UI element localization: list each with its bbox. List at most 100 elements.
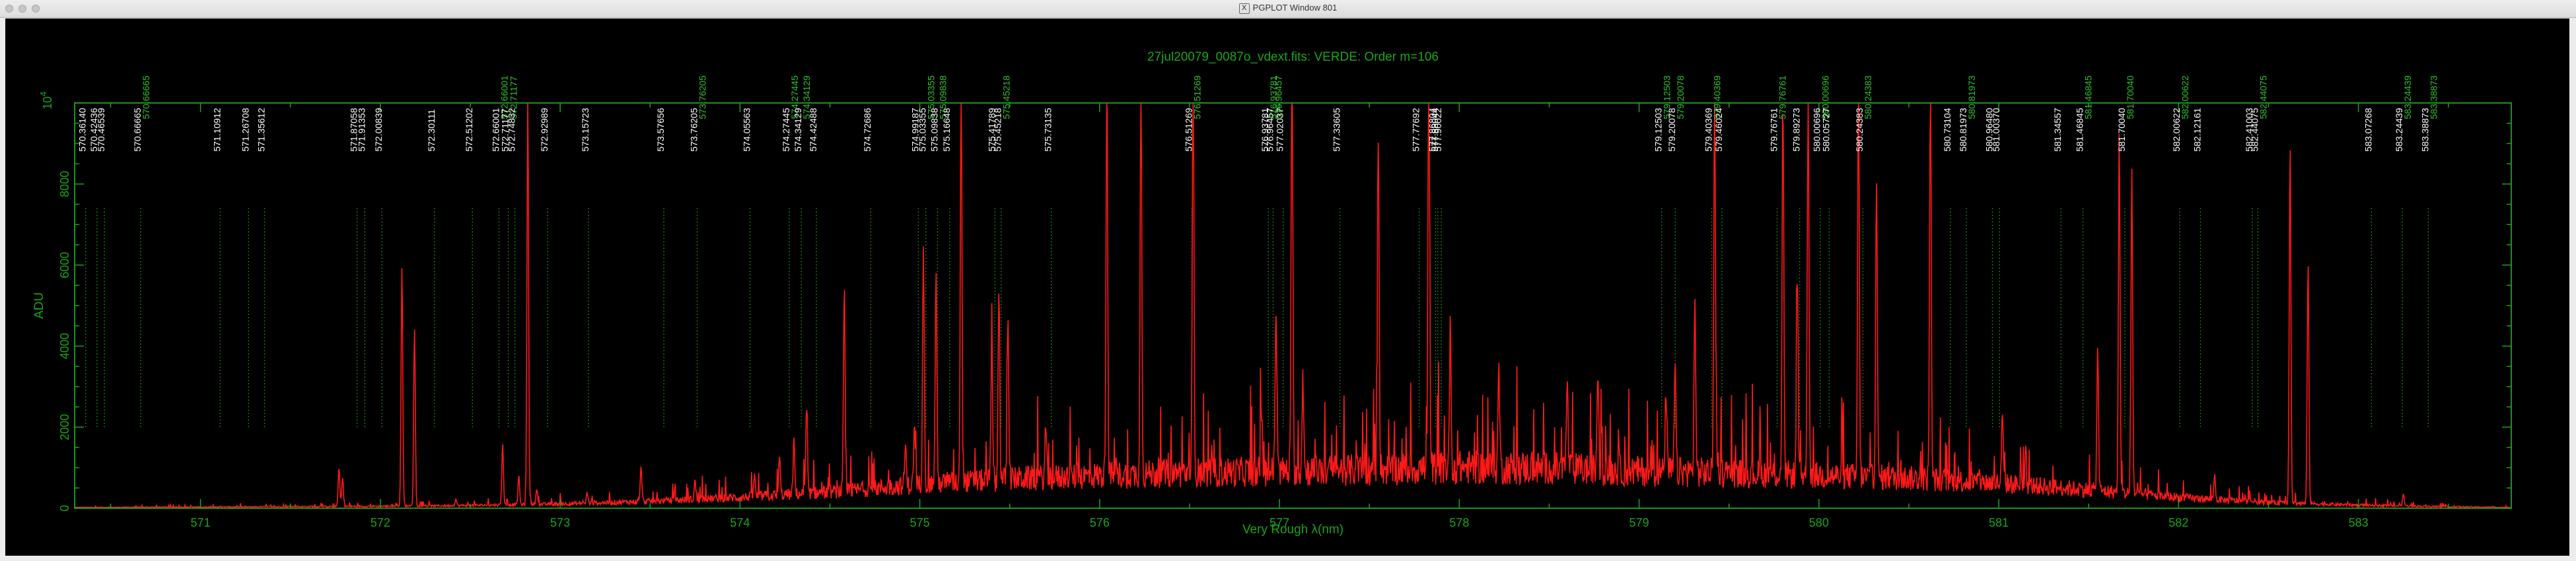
- line-label: 581.46845: [2075, 108, 2085, 151]
- line-label: 572.66001: [499, 75, 510, 119]
- line-label: 575.41789: [986, 108, 997, 151]
- spectrum-chart: 571 572 573 574 575 576 577 578 579 580 581 582 583 0…: [32, 50, 2512, 537]
- line-label: 580.24383: [1863, 75, 1873, 119]
- line-label: 582.44075: [2249, 108, 2260, 151]
- window-titlebar: X PGPLOT Window 801: [0, 0, 2576, 18]
- x-tick-label: 573: [550, 516, 570, 529]
- line-label: 577.77692: [1411, 108, 1421, 151]
- y-tick-label: 6000: [58, 252, 71, 279]
- close-window-button[interactable]: [5, 5, 13, 13]
- line-label: 583.38873: [2419, 108, 2430, 151]
- line-label: 574.42488: [808, 108, 818, 151]
- line-label: 572.74832: [507, 108, 517, 151]
- line-label: 574.99187: [910, 108, 920, 151]
- line-label: 572.71177: [500, 108, 511, 151]
- line-label: 576.96457: [1264, 108, 1275, 151]
- y-tick-label: 4000: [58, 333, 71, 359]
- line-label: 571.91353: [356, 108, 367, 151]
- x-tick-label: 578: [1449, 516, 1469, 529]
- x-tick-label: 576: [1090, 516, 1110, 529]
- line-label: 579.76761: [1777, 75, 1788, 119]
- y-axis-exponent: 104: [38, 92, 54, 110]
- line-label: 573.57656: [655, 108, 666, 151]
- line-label: 570.66665: [132, 108, 143, 151]
- line-label: 580.81973: [1966, 75, 1977, 119]
- line-label: 572.71177: [509, 76, 519, 119]
- line-label: 575.16648: [941, 108, 952, 151]
- line-label: 583.38873: [2428, 75, 2439, 119]
- line-marker-group: [85, 208, 2429, 428]
- minimize-window-button[interactable]: [18, 5, 26, 13]
- line-label: 577.90022: [1433, 108, 1443, 151]
- line-label: 582.44075: [2258, 75, 2268, 119]
- line-label: 575.09838: [929, 108, 939, 151]
- line-label: 579.76761: [1769, 108, 1779, 151]
- pgplot-canvas[interactable]: 571 572 573 574 575 576 577 578 579 580 581 582 583 0…: [5, 18, 2569, 556]
- x-tick-label: 580: [1809, 516, 1829, 529]
- line-label: 571.26708: [240, 108, 250, 151]
- x-tick-label: 583: [2349, 516, 2369, 529]
- line-label: 575.03355: [917, 108, 928, 151]
- line-label: 580.05727: [1820, 108, 1831, 151]
- line-label: 580.00696: [1812, 108, 1822, 151]
- line-label: 583.07268: [2363, 108, 2373, 151]
- x-tick-label: 575: [910, 516, 930, 529]
- x-tick-label: 571: [191, 516, 211, 529]
- line-label: 579.40369: [1703, 108, 1713, 151]
- y-exponent-base: 10: [41, 96, 54, 110]
- line-label: 579.89273: [1791, 108, 1802, 151]
- line-label: 581.70040: [2116, 108, 2127, 151]
- line-label: 575.45218: [1001, 75, 1012, 119]
- line-label: 580.00696: [1820, 75, 1831, 119]
- line-label: 574.72686: [862, 108, 873, 151]
- y-tick-label: 2000: [58, 414, 71, 440]
- line-label: 581.70040: [2125, 75, 2135, 119]
- line-label: 579.46024: [1713, 108, 1724, 151]
- spectrum-group: [75, 102, 2512, 509]
- line-label: 580.81973: [1958, 108, 1968, 151]
- line-label: 582.00622: [2180, 75, 2190, 119]
- line-label: 576.96457: [1273, 75, 1283, 119]
- window-title: X PGPLOT Window 801: [0, 3, 2576, 14]
- line-label: 570.66665: [141, 75, 151, 119]
- x-tick-label: 574: [730, 516, 750, 529]
- line-label: 570.36140: [77, 108, 88, 151]
- line-label: 575.45218: [993, 108, 1003, 151]
- line-label: 574.27445: [789, 75, 800, 119]
- x-tick-label: 577: [1270, 516, 1289, 529]
- line-label: 579.40369: [1711, 75, 1722, 119]
- line-label: 581.46845: [2083, 75, 2094, 119]
- x11-icon: X: [1238, 3, 1250, 14]
- line-label: 582.41003: [2244, 108, 2254, 151]
- line-label: 583.24439: [2402, 75, 2413, 119]
- zoom-window-button[interactable]: [32, 5, 40, 13]
- line-label: 572.30111: [426, 109, 437, 151]
- line-label: 580.96480: [1984, 108, 1995, 151]
- tick-group: 571 572 573 574 575 576 577 578 579 580 581 582 583 0…: [58, 102, 2511, 529]
- x-tick-label: 579: [1629, 516, 1649, 529]
- line-label: 577.86804: [1427, 108, 1437, 151]
- line-label: 574.34129: [801, 75, 812, 119]
- line-label: 575.09838: [937, 75, 948, 119]
- spectrum-series-line: [75, 102, 2512, 509]
- x-tick-label: 582: [2168, 516, 2188, 529]
- x-tick-label: 572: [371, 516, 390, 529]
- line-label: 579.12503: [1662, 75, 1672, 119]
- line-label: 580.73104: [1942, 108, 1952, 151]
- chart-title: 27jul20079_0087o_vdext.fits: VERDE: Orde…: [1147, 50, 1439, 64]
- line-label: 579.12503: [1653, 108, 1664, 151]
- line-label: 579.20078: [1675, 75, 1686, 119]
- line-label: 572.51202: [464, 108, 474, 151]
- window-title-text: PGPLOT Window 801: [1252, 3, 1338, 13]
- line-label: 577.33605: [1332, 108, 1342, 151]
- line-label: 575.73135: [1043, 108, 1054, 151]
- x-tick-label: 581: [1989, 516, 2009, 529]
- line-label: 582.00622: [2171, 108, 2182, 151]
- line-label: 577.88044: [1429, 108, 1440, 151]
- line-label: 574.34129: [793, 108, 803, 151]
- line-label: 580.24383: [1854, 108, 1865, 151]
- line-label: 572.92989: [539, 108, 550, 151]
- line-label: 571.87058: [349, 108, 359, 151]
- y-exponent-power: 4: [38, 92, 48, 96]
